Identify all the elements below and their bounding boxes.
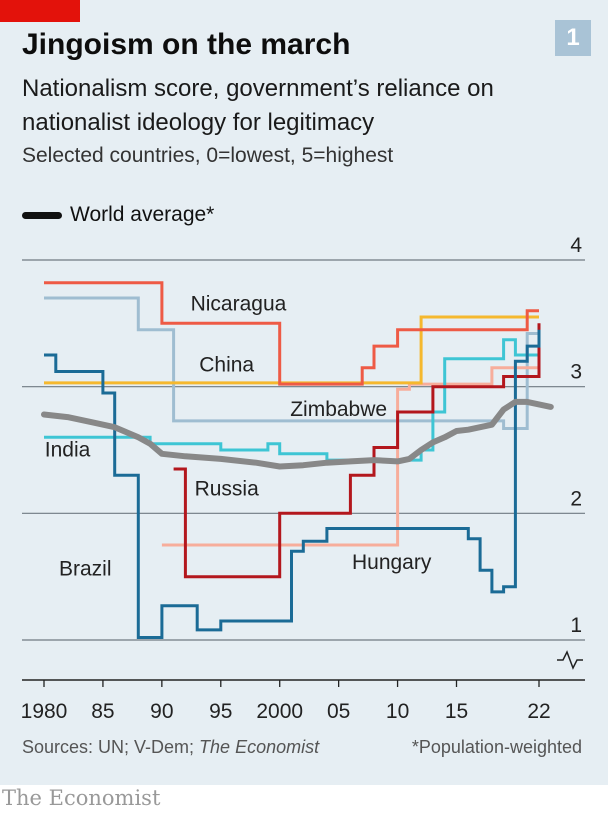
brand-red-bar — [0, 0, 80, 22]
population-weighted-note: *Population-weighted — [411, 737, 582, 757]
series-label-nicaragua: Nicaragua — [191, 293, 287, 316]
series-line-zimbabwe — [44, 296, 539, 430]
series-label-brazil: Brazil — [59, 557, 112, 580]
x-tick-label-85: 85 — [91, 700, 114, 723]
series-line-brazil — [44, 329, 541, 639]
legend-swatch-world-average — [22, 211, 62, 219]
x-tick-label-15: 15 — [445, 700, 468, 723]
series-layer — [41, 281, 554, 639]
series-label-layer: Zimbabwe Hungary India China Nicaragua Russia… — [45, 293, 432, 581]
sources-text: Sources: UN; V-Dem; — [22, 737, 200, 757]
y-tick-label-3: 3 — [570, 361, 582, 384]
x-tick-label-05: 05 — [327, 700, 350, 723]
chart-subtitle: Nationalism score, government’s reliance… — [22, 75, 494, 136]
chart-subtitle-scale: Selected countries, 0=lowest, 5=highest — [22, 144, 394, 167]
legend-label-world-average: World average* — [70, 203, 215, 226]
chart-number-badge: 1 — [555, 20, 591, 56]
series-label-russia: Russia — [195, 478, 260, 501]
y-tick-label-1: 1 — [570, 614, 582, 637]
x-tick-label-10: 10 — [386, 700, 409, 723]
y-tick-label-2: 2 — [570, 487, 582, 510]
chart-title: Jingoism on the march — [22, 28, 351, 61]
y-tick-label-4: 4 — [570, 234, 582, 257]
series-line-world-average — [41, 398, 554, 470]
series-line-hungary — [161, 366, 539, 547]
series-label-hungary: Hungary — [352, 551, 432, 574]
sources-italic: The Economist — [199, 737, 320, 757]
series-label-china: China — [199, 353, 254, 376]
chart-legend: World average* — [22, 200, 214, 230]
series-label-zimbabwe: Zimbabwe — [290, 398, 387, 421]
axis-layer: 1 2 3 4 1980 85 90 95 2000 05 10 15 22 — [21, 234, 585, 723]
x-tick-label-22: 22 — [527, 700, 550, 723]
series-line-china — [44, 315, 539, 385]
sources-note: Sources: UN; V-Dem; The Economist — [22, 737, 319, 758]
x-tick-label-90: 90 — [150, 700, 173, 723]
x-tick-label-95: 95 — [209, 700, 232, 723]
x-tick-label-1980: 1980 — [21, 700, 68, 723]
chart-panel — [0, 0, 608, 785]
y-axis-break-icon — [557, 650, 583, 670]
brand-wordmark: The Economist — [2, 786, 161, 810]
x-tick-label-2000: 2000 — [256, 700, 303, 723]
series-label-india: India — [45, 438, 91, 461]
series-line-nicaragua — [44, 281, 539, 386]
series-line-russia — [173, 323, 541, 579]
nationalism-line-chart: Zimbabwe Hungary India China Nicaragua Russia… — [21, 234, 585, 723]
